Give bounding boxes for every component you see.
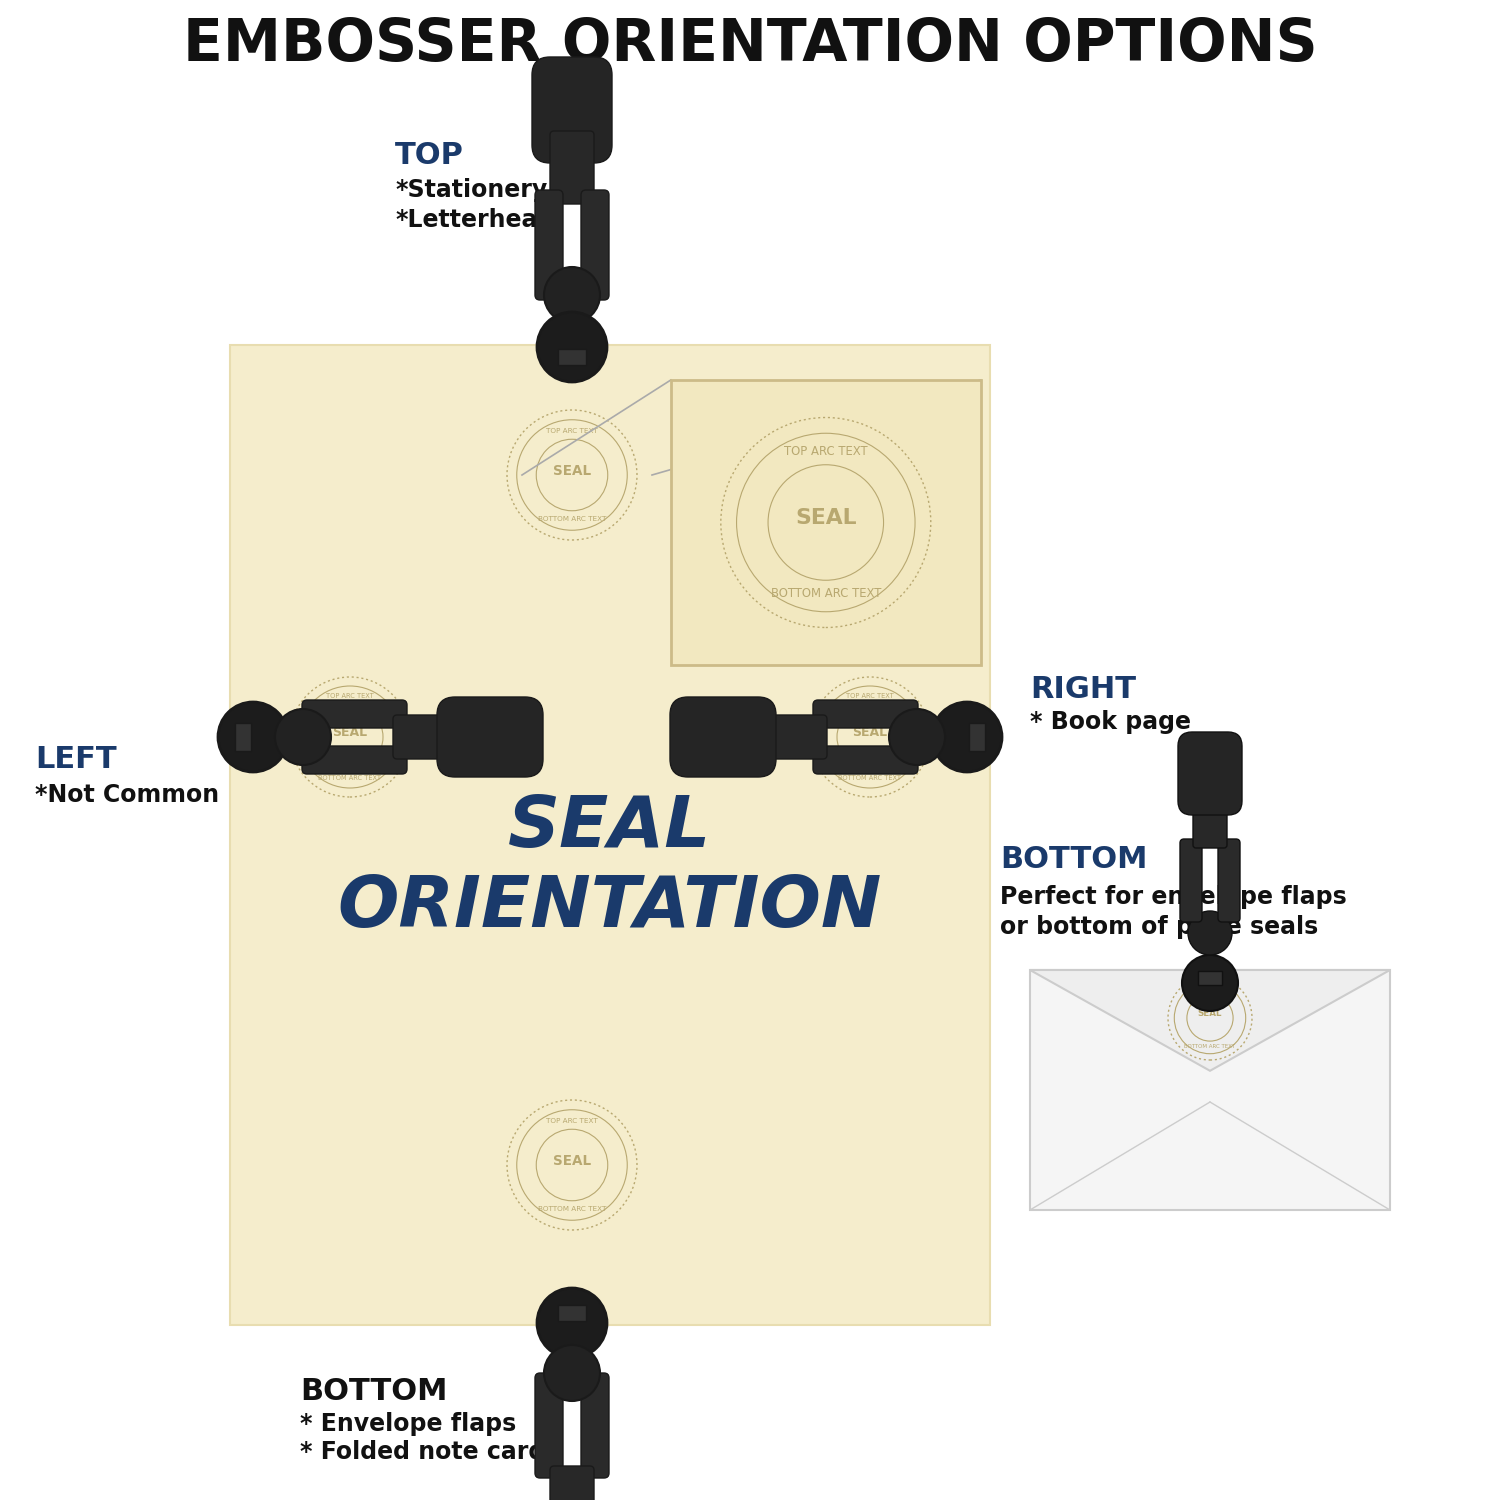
FancyBboxPatch shape: [813, 700, 918, 727]
Text: BOTTOM ARC TEXT: BOTTOM ARC TEXT: [1185, 1044, 1236, 1048]
FancyBboxPatch shape: [558, 1305, 586, 1322]
Circle shape: [890, 710, 945, 765]
FancyBboxPatch shape: [1198, 970, 1222, 986]
Text: TOP ARC TEXT: TOP ARC TEXT: [326, 693, 374, 699]
Text: BOTTOM ARC TEXT: BOTTOM ARC TEXT: [538, 516, 606, 522]
FancyBboxPatch shape: [754, 716, 826, 759]
Text: SEAL: SEAL: [554, 464, 591, 478]
FancyBboxPatch shape: [813, 746, 918, 774]
Text: TOP: TOP: [394, 141, 464, 170]
FancyBboxPatch shape: [580, 1372, 609, 1478]
Text: or bottom of page seals: or bottom of page seals: [1000, 915, 1318, 939]
FancyBboxPatch shape: [532, 57, 612, 164]
FancyBboxPatch shape: [550, 1466, 594, 1500]
Text: * Folded note cards: * Folded note cards: [300, 1440, 560, 1464]
Circle shape: [217, 702, 288, 772]
Text: ORIENTATION: ORIENTATION: [338, 873, 882, 942]
Text: BOTTOM ARC TEXT: BOTTOM ARC TEXT: [538, 1206, 606, 1212]
FancyBboxPatch shape: [536, 190, 562, 300]
Text: *Not Common: *Not Common: [34, 783, 219, 807]
Text: Perfect for envelope flaps: Perfect for envelope flaps: [1000, 885, 1347, 909]
FancyBboxPatch shape: [670, 698, 776, 777]
Circle shape: [537, 1288, 608, 1358]
Text: BOTTOM: BOTTOM: [1000, 846, 1148, 874]
FancyBboxPatch shape: [1180, 839, 1202, 922]
Text: SEAL: SEAL: [1197, 1010, 1222, 1019]
FancyBboxPatch shape: [436, 698, 543, 777]
Text: TOP ARC TEXT: TOP ARC TEXT: [546, 1118, 598, 1124]
Circle shape: [274, 710, 332, 765]
Text: EMBOSSER ORIENTATION OPTIONS: EMBOSSER ORIENTATION OPTIONS: [183, 16, 1317, 74]
Text: SEAL: SEAL: [554, 1154, 591, 1168]
FancyBboxPatch shape: [302, 746, 406, 774]
FancyBboxPatch shape: [236, 723, 250, 752]
Text: *Stationery: *Stationery: [394, 178, 548, 203]
Text: SEAL: SEAL: [333, 726, 368, 740]
FancyBboxPatch shape: [558, 350, 586, 364]
FancyBboxPatch shape: [536, 1372, 562, 1478]
FancyBboxPatch shape: [550, 130, 594, 204]
Circle shape: [1182, 956, 1238, 1011]
Circle shape: [932, 702, 1002, 772]
FancyBboxPatch shape: [1218, 839, 1240, 922]
Text: BOTTOM ARC TEXT: BOTTOM ARC TEXT: [839, 776, 902, 782]
FancyBboxPatch shape: [1030, 970, 1390, 1210]
Text: LEFT: LEFT: [34, 746, 117, 774]
Text: *Letterhead: *Letterhead: [394, 209, 555, 232]
FancyBboxPatch shape: [230, 345, 990, 1324]
Polygon shape: [1030, 970, 1390, 1071]
FancyBboxPatch shape: [393, 716, 466, 759]
FancyBboxPatch shape: [670, 380, 981, 664]
Circle shape: [544, 267, 600, 322]
Text: * Book page: * Book page: [1030, 710, 1191, 734]
Text: * Envelope flaps: * Envelope flaps: [300, 1412, 516, 1436]
Text: SEAL: SEAL: [852, 726, 888, 740]
FancyBboxPatch shape: [969, 723, 986, 752]
Text: TOP ARC TEXT: TOP ARC TEXT: [784, 444, 867, 458]
Text: TOP ARC TEXT: TOP ARC TEXT: [1191, 987, 1230, 992]
Circle shape: [537, 312, 608, 382]
Text: BOTTOM ARC TEXT: BOTTOM ARC TEXT: [771, 588, 880, 600]
FancyBboxPatch shape: [302, 700, 406, 727]
FancyBboxPatch shape: [580, 190, 609, 300]
Circle shape: [544, 1346, 600, 1401]
Text: SEAL: SEAL: [795, 509, 856, 528]
Text: BOTTOM ARC TEXT: BOTTOM ARC TEXT: [318, 776, 381, 782]
Text: TOP ARC TEXT: TOP ARC TEXT: [846, 693, 894, 699]
FancyBboxPatch shape: [1178, 732, 1242, 815]
Circle shape: [1188, 910, 1231, 956]
Text: RIGHT: RIGHT: [1030, 675, 1136, 705]
FancyBboxPatch shape: [1192, 792, 1227, 847]
Text: TOP ARC TEXT: TOP ARC TEXT: [546, 427, 598, 433]
Text: SEAL: SEAL: [509, 792, 711, 861]
Text: BOTTOM: BOTTOM: [300, 1377, 447, 1407]
